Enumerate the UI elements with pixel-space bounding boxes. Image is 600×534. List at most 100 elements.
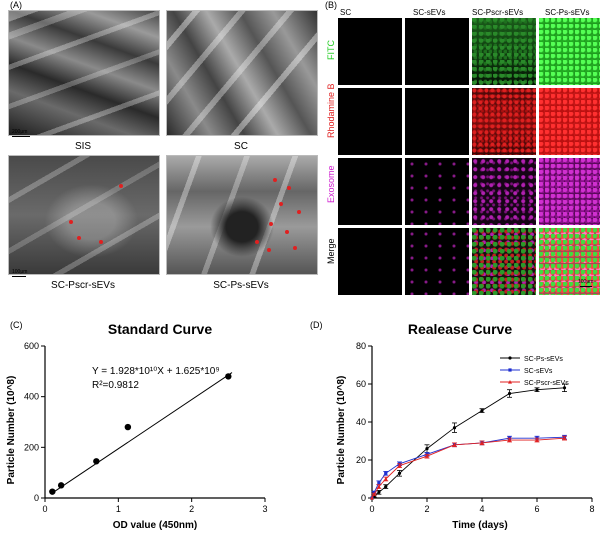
fluor-rhodamine-sc <box>338 88 402 155</box>
caption-sc-pscr-sevs: SC-Pscr-sEVs <box>51 280 115 291</box>
x-tick-label: 6 <box>534 504 539 514</box>
y-tick-label: 20 <box>356 455 366 465</box>
scale-bar <box>580 286 592 287</box>
caption-sc-ps-sevs: SC-Ps-sEVs <box>213 280 269 291</box>
data-point <box>425 454 429 458</box>
fluor-fitc-sc-pscr-sevs <box>472 18 536 85</box>
data-point <box>384 471 388 475</box>
fluor-exosome-sc-pscr-sevs <box>472 158 536 225</box>
x-axis-label: OD value (450nm) <box>113 520 197 531</box>
data-point <box>93 458 100 465</box>
y-tick-label: 80 <box>356 341 366 351</box>
data-point <box>57 482 65 489</box>
x-tick-label: 3 <box>262 504 267 514</box>
fluor-merge-sc-pscr-sevs <box>472 228 536 295</box>
y-tick-label: 0 <box>361 493 366 503</box>
data-point <box>397 471 402 475</box>
legend-label: SC-Ps-sEVs <box>524 356 563 363</box>
y-tick-label: 40 <box>356 417 366 427</box>
chart-title: Realease Curve <box>408 321 513 337</box>
y-tick-label: 0 <box>34 493 39 503</box>
data-point <box>376 484 381 489</box>
red-marker <box>269 222 273 226</box>
data-point <box>507 438 512 442</box>
red-marker <box>99 240 103 244</box>
red-marker <box>297 210 301 214</box>
x-tick-label: 8 <box>589 504 594 514</box>
data-point <box>535 388 539 392</box>
scale-bar-label: 200μm <box>12 129 28 135</box>
fluor-merge-sc-sevs <box>405 228 469 295</box>
data-point <box>383 477 388 481</box>
standard-curve-chart: Standard Curve Particle Number (10^8) OD… <box>6 321 268 531</box>
y-axis-label: Particle Number (10^8) <box>6 376 17 485</box>
data-point <box>372 492 377 496</box>
red-marker <box>77 236 81 240</box>
row-label-fitc: FITC <box>326 40 336 60</box>
x-axis-label: Time (days) <box>452 520 507 531</box>
data-point <box>507 391 512 396</box>
data-point <box>452 426 457 430</box>
fluor-rhodamine-sc-ps-sevs <box>539 88 600 155</box>
fluor-merge-sc <box>338 228 402 295</box>
sem-image-sis <box>8 10 160 136</box>
y-axis-label: Particle Number (10^8) <box>336 376 347 485</box>
y-tick-label: 400 <box>24 392 39 402</box>
fit-line <box>52 372 233 494</box>
scale-bar <box>12 276 26 277</box>
red-marker <box>293 246 297 250</box>
row-label-exosome: Exosome <box>326 165 336 203</box>
legend-marker <box>508 368 512 372</box>
data-point <box>225 373 232 380</box>
red-marker <box>285 230 289 234</box>
red-marker <box>255 240 259 244</box>
legend-label: SC-Pscr-sEVs <box>524 380 569 387</box>
data-point <box>425 447 429 451</box>
red-marker <box>287 186 291 190</box>
column-header-sc-pscr-sevs: SC-Pscr-sEVs <box>472 8 524 17</box>
data-point <box>562 436 567 440</box>
panel-c-label: (C) <box>10 320 23 330</box>
sem-image-sc-pscr-sevs <box>8 155 160 275</box>
red-marker <box>119 184 123 188</box>
scale-bar <box>12 136 30 137</box>
data-point <box>562 386 567 390</box>
fluor-exosome-sc-sevs <box>405 158 469 225</box>
x-tick-label: 0 <box>369 504 374 514</box>
x-tick-label: 4 <box>479 504 484 514</box>
data-point <box>452 442 457 447</box>
data-point <box>49 488 56 495</box>
data-point <box>377 481 381 485</box>
y-tick-label: 60 <box>356 379 366 389</box>
series-line <box>371 387 565 499</box>
y-tick-label: 200 <box>24 442 39 452</box>
scale-bar-label: 100μm <box>12 269 28 275</box>
data-point <box>384 485 388 489</box>
red-marker <box>267 248 271 252</box>
y-tick-label: 600 <box>24 341 39 351</box>
panel-a-label: (A) <box>10 0 22 10</box>
x-tick-label: 2 <box>189 504 194 514</box>
panel-b-label: (B) <box>325 0 337 10</box>
panel-d-label: (D) <box>310 320 323 330</box>
data-point <box>397 463 402 468</box>
fluor-fitc-sc-ps-sevs <box>539 18 600 85</box>
red-marker <box>69 220 73 224</box>
data-point <box>535 438 539 442</box>
caption-sc: SC <box>234 141 248 152</box>
r-squared: R²=0.9812 <box>92 380 139 391</box>
column-header-sc-ps-sevs: SC-Ps-sEVs <box>545 8 590 17</box>
data-point <box>370 496 374 500</box>
x-tick-label: 0 <box>42 504 47 514</box>
fluor-rhodamine-sc-pscr-sevs <box>472 88 536 155</box>
fluor-rhodamine-sc-sevs <box>405 88 469 155</box>
data-point <box>124 423 132 431</box>
sem-image-sc-ps-sevs <box>166 155 318 275</box>
legend-marker <box>508 356 512 360</box>
row-label-rhodamine-b: Rhodamine B <box>326 83 336 138</box>
legend-label: SC-sEVs <box>524 368 553 375</box>
caption-sis: SIS <box>74 141 92 152</box>
data-point <box>377 490 381 494</box>
fluor-exosome-sc <box>338 158 402 225</box>
red-marker <box>273 178 277 182</box>
